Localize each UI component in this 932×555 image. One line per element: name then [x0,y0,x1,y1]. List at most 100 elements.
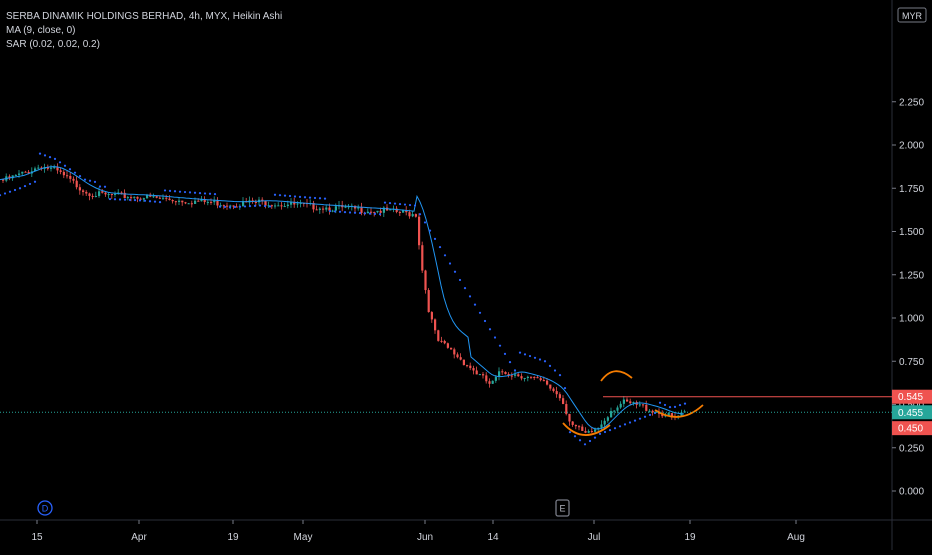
sar-dot [678,403,682,407]
sar-dot [633,419,637,422]
candle-body [46,167,49,169]
candle-body [450,347,453,350]
candle-body [466,365,469,367]
sar-dot [323,197,327,200]
sar-dot [458,278,462,282]
sar-dot [208,192,212,195]
annotation-right-arc [654,404,704,418]
y-tick-label: 0.250 [899,443,924,454]
candle-body [328,207,331,211]
candle-body [136,196,139,199]
sar-dot [83,178,87,181]
candle-body [75,180,78,188]
candle-body [632,402,635,404]
candle-body [2,179,5,181]
candle-body [270,205,273,207]
candle-body [27,171,30,174]
candle-body [190,203,193,205]
sar-dot [313,196,317,200]
candle-body [405,210,408,213]
candle-body [286,204,289,207]
candle-body [94,195,97,197]
sar-dot [53,157,57,160]
chart-legend: SERBA DINAMIK HOLDINGS BERHAD, 4h, MYX, … [6,10,282,52]
x-tick-label: 15 [31,532,43,543]
sar-dot [278,194,282,197]
sar-dot [328,209,332,213]
sar-dot [8,190,12,193]
sar-dot [663,403,667,407]
sar-dot [213,193,217,196]
candle-body [181,200,184,203]
candle-body [14,174,17,176]
sar-dot [138,199,142,202]
sar-dot [598,432,602,436]
sar-dot [128,198,132,202]
candle-body [242,201,245,207]
price-label: 0.455 [898,408,923,419]
candle-body [440,340,443,342]
sar-dot [333,210,337,213]
sar-dot [608,429,612,432]
candle-body [488,381,491,384]
price-label-box [892,421,932,436]
candle-body [475,370,478,375]
candle-body [510,375,513,377]
sar-dot [523,353,527,356]
sar-dot [468,295,472,298]
sar-dot [133,199,137,202]
sar-dot [68,168,72,171]
sar-dot [293,195,297,198]
sar-dot [193,191,197,194]
sar-dot [643,415,647,418]
candle-body [344,206,347,208]
sar-dot [398,202,402,206]
candle-body [523,378,526,380]
sar-dot [403,203,407,206]
sar-dot [573,435,577,438]
candle-body [600,424,603,428]
sar-dot [178,190,182,193]
candle-body [517,374,520,377]
candle-body [434,319,437,331]
candle-body [414,214,417,217]
y-tick-label: 0.750 [899,357,924,368]
sar-dot [218,205,222,208]
candle-body [645,404,648,411]
candle-body [210,201,213,203]
candle-body [56,167,59,171]
legend-sar: SAR (0.02, 0.02, 0.2) [6,39,100,50]
x-tick-label: Aug [787,532,805,543]
candle-body [146,194,149,199]
candle-body [472,368,475,371]
sar-dot [423,221,427,224]
candle-body [424,270,427,291]
candle-body [72,178,75,181]
candle-body [174,201,177,203]
sar-dot [533,356,537,359]
candle-body [498,371,501,378]
candle-body [290,201,293,205]
candle-body [552,388,555,392]
sar-dot [388,201,392,205]
price-label-box [892,389,932,404]
candle-body [184,202,187,204]
candle-body [594,429,597,432]
candle-body [264,200,267,206]
sar-dot [153,200,157,203]
candle-body [408,212,411,217]
sar-dot [478,311,482,314]
candle-body [661,413,664,417]
legend-ma: MA (9, close, 0) [6,25,76,36]
x-tick-label: Apr [131,532,147,543]
sar-dot [623,423,627,426]
candle-body [11,175,14,179]
candle-body [376,210,379,213]
candle-body [558,394,561,399]
sar-dot [628,421,632,424]
candle-body [427,290,430,313]
sar-dot [158,200,162,204]
candle-body [104,192,107,195]
